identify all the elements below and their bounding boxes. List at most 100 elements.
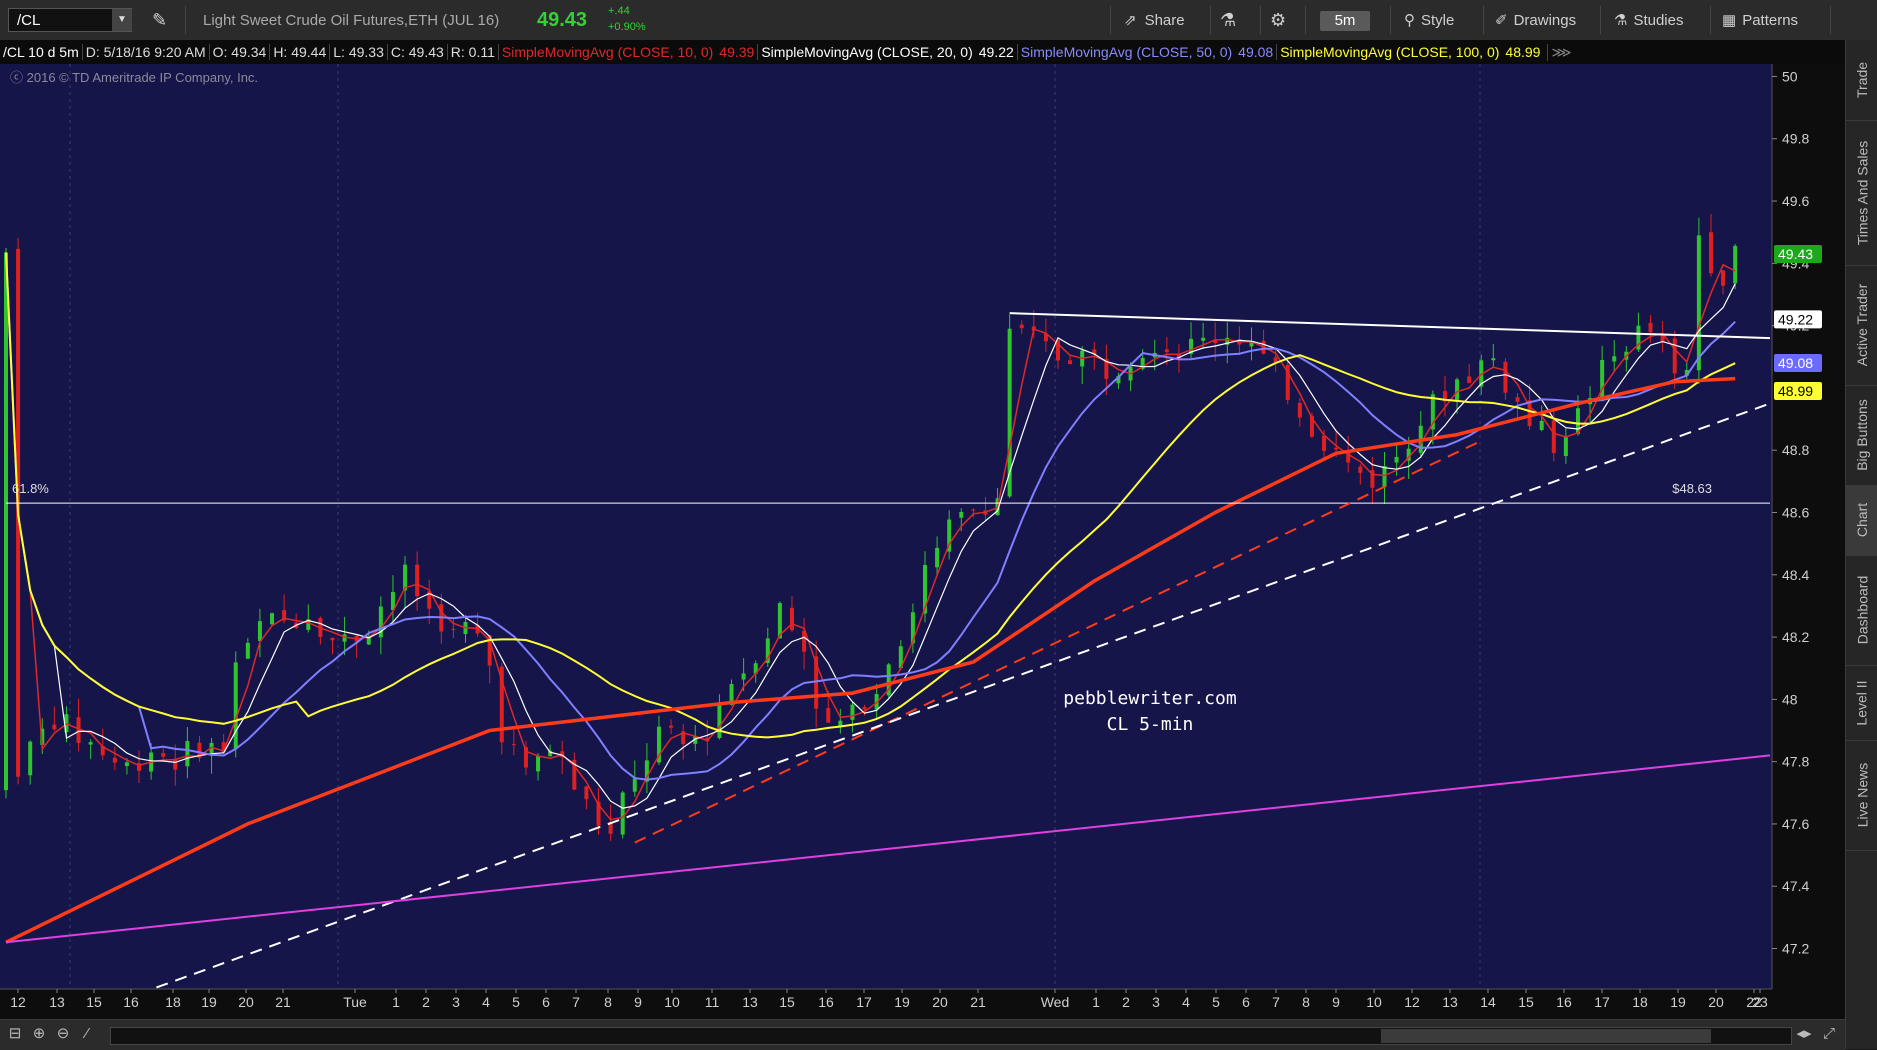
candle-body <box>1721 270 1726 286</box>
time-tick-label: 16 <box>123 994 139 1010</box>
horizontal-scrollbar[interactable] <box>110 1027 1792 1045</box>
candle-body <box>112 757 117 763</box>
pencil-icon[interactable]: ✎ <box>152 9 168 30</box>
candle-body <box>173 758 178 770</box>
sidebar-tab-live-news[interactable]: Live News <box>1846 740 1877 851</box>
zoom-fit-icon[interactable]: ⊟ <box>8 1025 22 1042</box>
divider <box>1260 6 1261 34</box>
drag-icon[interactable]: ⁄ <box>85 1025 89 1042</box>
candle-body <box>717 702 722 738</box>
sma200-line <box>5 376 1736 944</box>
gear-icon[interactable]: ⚙ <box>1270 9 1287 30</box>
price-axis[interactable]: 5049.849.649.449.248.848.648.448.24847.8… <box>1771 64 1845 1019</box>
time-tick-label: 22 <box>1746 994 1762 1010</box>
symbol-dropdown-icon[interactable]: ▼ <box>112 9 132 31</box>
candle-body <box>1056 339 1061 361</box>
candle-body <box>1575 408 1580 434</box>
candle-body <box>1092 349 1097 355</box>
patterns-button[interactable]: ▦ Patterns <box>1722 0 1798 40</box>
candle-body <box>1733 245 1738 284</box>
candle-body <box>4 252 8 791</box>
share-button[interactable]: ⇗ Share <box>1124 0 1185 40</box>
candle-body <box>644 760 649 782</box>
trendlines <box>5 312 1771 1043</box>
annotation-line-2: CL 5-min <box>1107 714 1194 735</box>
candle-body <box>1213 339 1218 344</box>
studies-button[interactable]: ⚗ Studies <box>1614 0 1684 40</box>
zoom-out-icon[interactable]: ⊖ <box>56 1025 70 1042</box>
sidebar-tab-dashboard[interactable]: Dashboard <box>1846 555 1877 666</box>
right-sidebar: Trade Times And Sales Active Trader Big But… <box>1845 40 1877 1049</box>
time-tick-label: 17 <box>856 994 872 1010</box>
time-tick-label: 20 <box>238 994 254 1010</box>
sidebar-tab-active-trader[interactable]: Active Trader <box>1846 265 1877 386</box>
sidebar-tab-trade[interactable]: Trade <box>1846 40 1877 121</box>
sma100-label[interactable]: SimpleMovingAvg (CLOSE, 100, 0) <box>1276 44 1502 60</box>
time-tick-label: 12 <box>1404 994 1420 1010</box>
chart-background <box>0 64 1845 1019</box>
sma50-label[interactable]: SimpleMovingAvg (CLOSE, 50, 0) <box>1016 44 1235 60</box>
price-badge-label: 49.43 <box>1778 246 1813 262</box>
zoom-in-icon[interactable]: ⊕ <box>32 1025 46 1042</box>
sidebar-tab-chart[interactable]: Chart <box>1846 485 1877 556</box>
price-tick-label: 50 <box>1782 68 1798 84</box>
time-tick-label: 13 <box>1442 994 1458 1010</box>
bar-close: C: 49.43 <box>386 44 447 60</box>
sidebar-tab-label: Big Buttons <box>1854 399 1871 471</box>
candle-body <box>76 717 81 743</box>
expand-icon[interactable]: ⤢ <box>1822 1025 1835 1042</box>
candle-body <box>487 635 492 666</box>
scroll-arrows-icon[interactable]: ◂▸ <box>1796 1025 1812 1042</box>
candle-body <box>814 656 819 709</box>
price-tick-label: 48.8 <box>1782 442 1809 458</box>
candle-body <box>1068 360 1073 365</box>
candle-body <box>499 666 504 743</box>
candle-body <box>1334 447 1339 450</box>
time-axis-background <box>0 989 1772 1019</box>
sma10-label[interactable]: SimpleMovingAvg (CLOSE, 10, 0) <box>497 44 716 60</box>
candle-body <box>1201 337 1206 341</box>
timeframe-selector[interactable]: 5m <box>1320 11 1370 31</box>
candle-body <box>415 564 420 597</box>
time-tick-label: 9 <box>1332 994 1340 1010</box>
candle-body <box>741 673 746 680</box>
sma20-label[interactable]: SimpleMovingAvg (CLOSE, 20, 0) <box>757 44 975 60</box>
time-tick-label: 9 <box>634 994 642 1010</box>
chart-area[interactable]: 5049.849.649.449.248.848.648.448.24847.8… <box>0 64 1845 1043</box>
trendline-long-trend <box>5 754 1771 944</box>
style-button[interactable]: ⚲ Style <box>1404 0 1454 40</box>
style-label: Style <box>1421 11 1455 29</box>
net-change: +.44 <box>608 5 630 17</box>
candle-body <box>28 741 33 776</box>
price-chart[interactable]: 5049.849.649.449.248.848.648.448.24847.8… <box>0 64 1845 1043</box>
candle-body <box>366 636 371 645</box>
candle-body <box>1648 322 1653 333</box>
divider <box>1830 6 1831 34</box>
candle-body <box>1600 359 1605 401</box>
style-icon: ⚲ <box>1404 12 1415 29</box>
sidebar-tab-times-and-sales[interactable]: Times And Sales <box>1846 120 1877 266</box>
candle-body <box>306 619 311 630</box>
price-tick-label: 47.6 <box>1782 816 1809 832</box>
drawings-button[interactable]: ✐ Drawings <box>1495 0 1576 40</box>
symbol-input[interactable]: /CL <box>8 8 132 32</box>
sidebar-tab-level-ii[interactable]: Level II <box>1846 665 1877 741</box>
collapse-icon[interactable]: ⋙ <box>1547 43 1574 61</box>
candle-body <box>1116 376 1121 384</box>
scrollbar-thumb[interactable] <box>1381 1029 1711 1043</box>
candle-body <box>390 592 395 611</box>
time-axis[interactable]: 12 13 15 16 18 19 20 21 Tue 1 2 3 4 5 6 7 8 9 10 11 13 15 16 17… <box>0 988 1772 1019</box>
sidebar-tab-big-buttons[interactable]: Big Buttons <box>1846 385 1877 486</box>
divider <box>1110 6 1111 34</box>
annotation-line-1: pebblewriter.com <box>1063 688 1236 709</box>
candle-body <box>548 750 553 757</box>
candle-body <box>88 742 93 745</box>
candle-body <box>378 606 383 638</box>
candle-body <box>1442 391 1447 402</box>
candle-body <box>1467 376 1472 384</box>
candle-body <box>1503 361 1508 393</box>
candle-body <box>935 547 940 568</box>
flask-icon[interactable]: ⚗ <box>1220 9 1237 30</box>
candle-body <box>1346 452 1351 463</box>
divider <box>185 6 186 34</box>
